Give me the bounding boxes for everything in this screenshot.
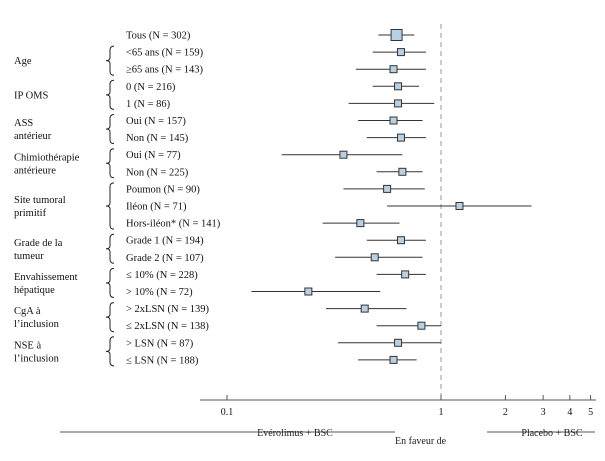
footer-right-label: Placebo + BSC xyxy=(521,428,583,439)
group-bracket xyxy=(105,233,115,264)
subgroup-label: Tous (N = 302) xyxy=(126,31,191,42)
hazard-ratio-marker xyxy=(394,82,403,91)
subgroup-label: Hors-iléon* (N = 141) xyxy=(126,219,221,230)
group-bracket xyxy=(105,114,115,145)
x-tick-label: 5 xyxy=(588,407,593,418)
group-label: tumeur xyxy=(14,251,44,262)
hazard-ratio-marker xyxy=(401,270,410,279)
favour-footer: Evérolimus + BSC En faveur de Placebo + … xyxy=(60,428,595,447)
group-bracket xyxy=(105,79,115,110)
hazard-ratio-marker xyxy=(389,116,398,125)
group-brackets xyxy=(105,45,115,367)
footer-left-label: Evérolimus + BSC xyxy=(257,428,333,439)
hazard-ratio-marker xyxy=(389,65,398,74)
group-bracket xyxy=(105,148,115,179)
group-bracket xyxy=(105,336,115,367)
subgroup-label: > 2xLSN (N = 139) xyxy=(126,304,210,315)
group-label: antérieure xyxy=(14,165,56,176)
group-label: Envahissement xyxy=(14,272,78,283)
group-label: ASS xyxy=(14,118,33,129)
subgroup-label: Grade 1 (N = 194) xyxy=(126,236,204,247)
x-tick-label: 0.1 xyxy=(221,407,234,418)
group-label: hépatique xyxy=(14,285,55,296)
group-bracket xyxy=(105,45,115,76)
group-labels: Age IP OMS ASS antérieur Chimiothérapie antér… xyxy=(14,56,80,364)
subgroup-label: > 10% (N = 72) xyxy=(126,287,193,298)
group-label: CgA à xyxy=(14,306,41,317)
subgroup-label: Iléon (N = 71) xyxy=(126,202,187,213)
subgroup-label: Oui (N = 157) xyxy=(126,116,186,127)
group-label: antérieur xyxy=(14,131,52,142)
x-tick-label: 1 xyxy=(439,407,444,418)
group-label: IP OMS xyxy=(14,90,48,101)
subgroup-label: ≥65 ans (N = 143) xyxy=(126,65,204,76)
hazard-ratio-marker xyxy=(304,287,313,296)
group-label: l’inclusion xyxy=(14,353,60,364)
group-label: l’inclusion xyxy=(14,319,60,330)
subgroup-label: Oui (N = 77) xyxy=(126,150,181,161)
hazard-ratio-marker xyxy=(396,133,405,142)
x-tick-label: 2 xyxy=(503,407,508,418)
hazard-ratio-marker xyxy=(455,202,464,210)
subgroup-labels: Tous (N = 302) <65 ans (N = 159) ≥65 ans (… xyxy=(126,31,221,367)
subgroup-label: 1 (N = 86) xyxy=(126,99,171,110)
hazard-ratio-marker xyxy=(390,29,403,41)
subgroup-label: Poumon (N = 90) xyxy=(126,184,200,195)
group-label: Site tumoral xyxy=(14,195,66,206)
group-label: Grade de la xyxy=(14,238,63,249)
group-bracket xyxy=(105,267,115,298)
hazard-ratio-marker xyxy=(417,321,426,330)
group-label: Chimiothérapie xyxy=(14,152,80,163)
hazard-ratio-marker xyxy=(394,99,403,108)
group-label: NSE à xyxy=(14,340,41,351)
plot-marks xyxy=(251,29,532,364)
hazard-ratio-marker xyxy=(370,253,379,262)
group-bracket xyxy=(105,182,115,230)
group-label: Age xyxy=(14,56,32,67)
subgroup-label: ≤ LSN (N = 188) xyxy=(126,355,199,366)
subgroup-label: Non (N = 145) xyxy=(126,133,189,144)
subgroup-label: ≤ 2xLSN (N = 138) xyxy=(126,321,209,332)
subgroup-label: Non (N = 225) xyxy=(126,167,189,178)
hazard-ratio-marker xyxy=(389,355,398,364)
hazard-ratio-marker xyxy=(396,48,405,57)
hazard-ratio-marker xyxy=(394,338,403,347)
group-bracket xyxy=(105,302,115,333)
subgroup-label: Grade 2 (N = 107) xyxy=(126,253,204,264)
subgroup-label: > LSN (N = 87) xyxy=(126,338,194,349)
x-tick-label: 3 xyxy=(541,407,546,418)
subgroup-label: 0 (N = 216) xyxy=(126,82,176,93)
hazard-ratio-marker xyxy=(360,304,369,313)
hazard-ratio-marker xyxy=(398,167,407,176)
group-label: primitif xyxy=(14,208,47,219)
hazard-ratio-marker xyxy=(339,150,348,159)
hazard-ratio-marker xyxy=(383,184,392,193)
footer-center-label: En faveur de xyxy=(395,436,447,447)
subgroup-label: <65 ans (N = 159) xyxy=(126,48,204,59)
subgroup-label: ≤ 10% (N = 228) xyxy=(126,270,198,281)
hazard-ratio-marker xyxy=(396,236,405,245)
x-tick-label: 4 xyxy=(567,407,572,418)
x-axis-ticks: 0.1 1 2 3 4 5 xyxy=(221,395,593,418)
hazard-ratio-marker xyxy=(356,219,365,228)
